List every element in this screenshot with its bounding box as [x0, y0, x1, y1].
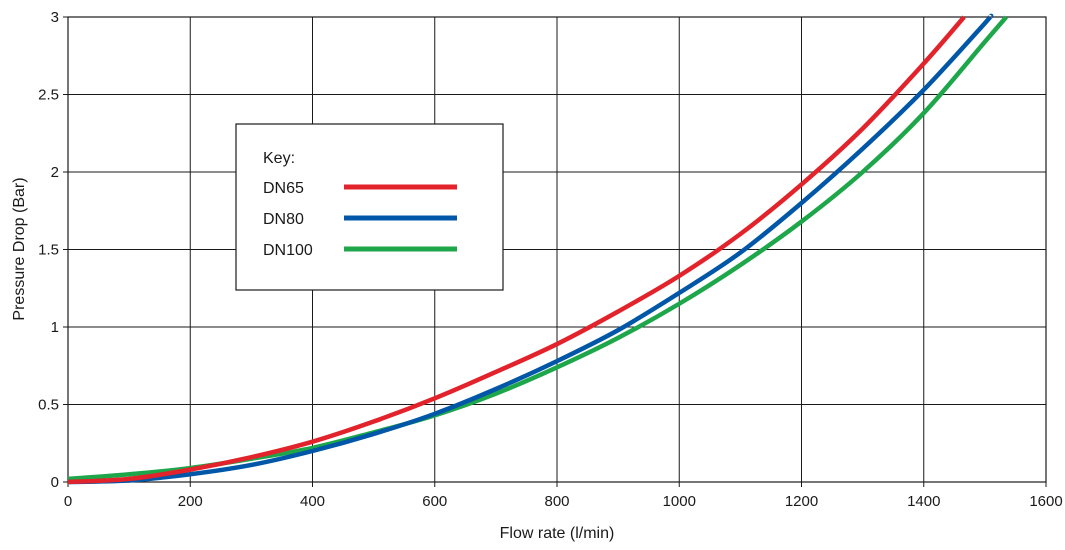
y-tick-label: 1	[51, 319, 59, 336]
x-tick-label: 0	[64, 493, 72, 510]
y-tick-label: 0.5	[38, 397, 59, 414]
y-tick-label: 2.5	[38, 87, 59, 104]
series-line-dn100	[67, 15, 1008, 482]
series-line-dn65	[67, 15, 966, 485]
legend-label-dn80: DN80	[263, 211, 304, 228]
legend-label-dn100: DN100	[263, 242, 313, 259]
x-tick-label: 600	[422, 493, 447, 510]
x-tick-label: 1400	[907, 493, 940, 510]
legend-box	[235, 123, 504, 291]
series-lines	[67, 13, 1008, 485]
y-tick-label: 1.5	[38, 242, 59, 259]
series-line-dn80	[67, 13, 994, 485]
x-tick-label: 1200	[785, 493, 818, 510]
x-tick-label: 800	[544, 493, 569, 510]
x-axis-title: Flow rate (l/min)	[500, 525, 615, 542]
y-tick-label: 0	[51, 474, 59, 491]
y-tick-label: 2	[51, 164, 59, 181]
y-tick-label: 3	[51, 9, 59, 26]
legend-title: Key:	[263, 150, 295, 167]
legend: Key: DN65 DN80 DN100	[235, 123, 504, 291]
y-axis-title: Pressure Drop (Bar)	[11, 177, 28, 320]
x-tick-label: 1600	[1029, 493, 1062, 510]
grid	[67, 16, 1047, 483]
x-tick-label: 200	[178, 493, 203, 510]
axes: 0 200 400 600 800 1000 1200 1400 1600 0 0.5 1 1.5 2 2.…	[38, 9, 1063, 510]
x-tick-label: 1000	[663, 493, 696, 510]
legend-label-dn65: DN65	[263, 180, 304, 197]
x-tick-label: 400	[300, 493, 325, 510]
